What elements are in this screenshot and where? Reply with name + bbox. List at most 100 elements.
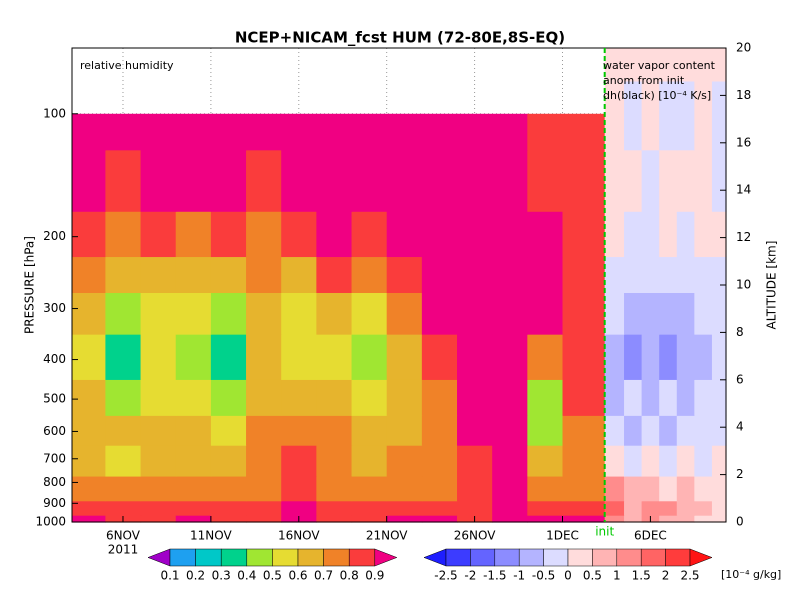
- colorbar-label: -2.5: [434, 569, 457, 583]
- anomaly-cell: [694, 500, 713, 516]
- humidity-cell: [527, 149, 564, 212]
- x-tick-label: 26NOV: [454, 529, 496, 543]
- anomaly-cell: [659, 211, 678, 258]
- y2-axis-label: ALTITUDE [km]: [765, 241, 779, 330]
- anomaly-cell: [659, 292, 678, 335]
- humidity-cell: [527, 211, 564, 258]
- humidity-cell: [175, 113, 212, 151]
- humidity-cell: [351, 500, 388, 516]
- anomaly-cell: [659, 48, 678, 82]
- humidity-cell: [386, 379, 423, 416]
- humidity-cell: [316, 500, 353, 516]
- colorbar-box: [323, 548, 350, 567]
- anomaly-cell: [604, 211, 625, 258]
- humidity-cell: [457, 415, 493, 446]
- humidity-cell: [72, 475, 107, 502]
- humidity-cell: [140, 415, 177, 446]
- anomaly-cell: [641, 445, 660, 477]
- anomaly-cell: [711, 379, 727, 416]
- humidity-cell: [386, 415, 423, 446]
- humidity-cell: [175, 256, 212, 293]
- anomaly-cell: [676, 445, 695, 477]
- colorbar-label: 0.8: [340, 569, 359, 583]
- humidity-cell: [316, 515, 353, 523]
- humidity-cell: [492, 113, 528, 151]
- humidity-cell: [527, 500, 564, 516]
- colorbar-label: -1.5: [483, 569, 506, 583]
- humidity-cell: [281, 113, 317, 151]
- humidity-cell: [246, 149, 282, 212]
- humidity-cell: [492, 500, 528, 516]
- colorbar-triangle: [374, 548, 398, 567]
- humidity-cell: [175, 292, 212, 335]
- anomaly-cell: [604, 445, 625, 477]
- humidity-cell: [281, 500, 317, 516]
- humidity-cell: [210, 334, 247, 380]
- field: [72, 48, 727, 523]
- anomaly-cell: [659, 80, 678, 151]
- anomaly-cell: [711, 256, 727, 293]
- humidity-cell: [421, 445, 458, 477]
- humidity-cell: [105, 334, 142, 380]
- colorbar-label: 0.4: [237, 569, 256, 583]
- humidity-cell: [210, 379, 247, 416]
- humidity-cell: [457, 211, 493, 258]
- anomaly-cell: [659, 515, 678, 523]
- colorbar-units: [10⁻⁴ g/kg]: [721, 568, 781, 581]
- colorbar-box: [567, 548, 593, 567]
- colorbar-box: [616, 548, 642, 567]
- anomaly-cell: [711, 80, 727, 151]
- humidity-cell: [281, 256, 317, 293]
- humidity-cell: [316, 379, 353, 416]
- humidity-cell: [562, 211, 606, 258]
- y2-tick-label: 12: [736, 230, 751, 244]
- x-tick-label: 11NOV: [190, 529, 232, 543]
- anomaly-cell: [676, 415, 695, 446]
- colorbar-label: 0.6: [288, 569, 307, 583]
- humidity-cell: [386, 475, 423, 502]
- y2-tick-label: 4: [736, 420, 744, 434]
- colorbar-box: [445, 548, 471, 567]
- anomaly-cell: [624, 80, 643, 151]
- humidity-cell: [210, 113, 247, 151]
- humidity-cell: [210, 500, 247, 516]
- anomaly-cell: [604, 292, 625, 335]
- humidity-cell: [421, 113, 458, 151]
- humidity-cell: [316, 113, 353, 151]
- humidity-cell: [175, 475, 212, 502]
- anomaly-cell: [604, 48, 625, 82]
- colorbar-label: 0.3: [212, 569, 231, 583]
- anomaly-cell: [624, 515, 643, 523]
- anomaly-cell: [711, 445, 727, 477]
- humidity-cell: [421, 500, 458, 516]
- humidity-cell: [457, 445, 493, 477]
- humidity-cell: [210, 256, 247, 293]
- humidity-cell: [140, 113, 177, 151]
- anomaly-cell: [676, 256, 695, 293]
- humidity-cell: [72, 149, 107, 212]
- x-tick-label: 6DEC: [634, 529, 667, 543]
- humidity-cell: [421, 211, 458, 258]
- y2-tick-label: 16: [736, 135, 751, 149]
- humidity-cell: [562, 149, 606, 212]
- anomaly-cell: [641, 292, 660, 335]
- forecast-label: dh(black) [10⁻⁴ K/s]: [603, 89, 711, 102]
- humidity-cell: [351, 292, 388, 335]
- humidity-cell: [421, 334, 458, 380]
- anomaly-cell: [694, 292, 713, 335]
- humidity-cell: [105, 292, 142, 335]
- humidity-cell: [72, 256, 107, 293]
- humidity-cell: [281, 211, 317, 258]
- humidity-cell: [492, 292, 528, 335]
- y2-tick-label: 6: [736, 372, 744, 386]
- humidity-cell: [246, 256, 282, 293]
- anomaly-cell: [659, 149, 678, 212]
- humidity-cell: [562, 445, 606, 477]
- humidity-cell: [351, 334, 388, 380]
- forecast-label: anom from init: [603, 74, 685, 87]
- humidity-cell: [316, 149, 353, 212]
- colorbar-label: 0.7: [314, 569, 333, 583]
- anomaly-cell: [604, 515, 625, 523]
